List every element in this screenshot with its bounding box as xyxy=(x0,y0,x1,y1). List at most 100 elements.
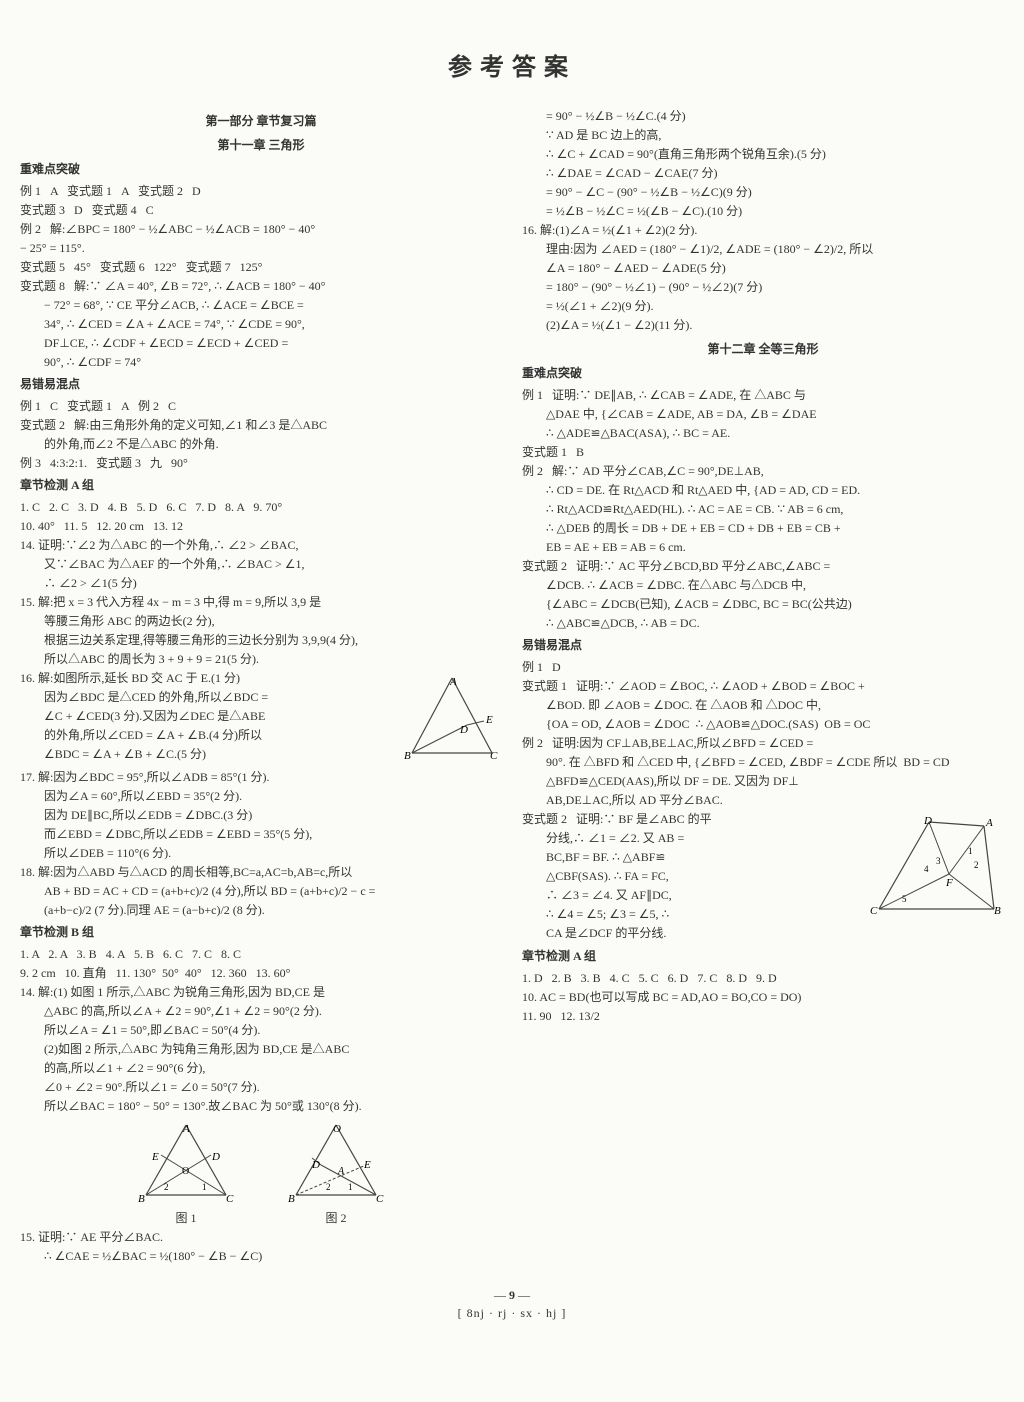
line: ∠DCB. ∴ ∠ACB = ∠DBC. 在△ABC 与△DCB 中, xyxy=(522,576,1004,594)
line: 16. 解:(1)∠A = ½(∠1 + ∠2)(2 分). xyxy=(522,221,1004,239)
line: △DAE 中, {∠CAB = ∠ADE, AB = DA, ∠B = ∠DAE xyxy=(522,405,1004,423)
line: 变式题 3 D 变式题 4 C xyxy=(20,201,502,219)
line: ∴ ∠C + ∠CAD = 90°(直角三角形两个锐角互余).(5 分) xyxy=(522,145,1004,163)
chapter-11-header: 第十一章 三角形 xyxy=(20,136,502,154)
line: 变式题 2 解:由三角形外角的定义可知,∠1 和∠3 是△ABC xyxy=(20,416,502,434)
svg-text:D: D xyxy=(211,1151,220,1163)
line: 的外角,而∠2 不是△ABC 的外角. xyxy=(20,435,502,453)
line: 例 2 解:∵ AD 平分∠CAB,∠C = 90°,DE⊥AB, xyxy=(522,462,1004,480)
line: 变式题 5 45° 变式题 6 122° 变式题 7 125° xyxy=(20,258,502,276)
svg-text:A: A xyxy=(985,817,993,829)
line: ∠BOD. 即 ∠AOB = ∠DOC. 在 △AOB 和 △DOC 中, xyxy=(522,696,1004,714)
line: = 90° − ½∠B − ½∠C.(4 分) xyxy=(522,107,1004,125)
svg-text:D: D xyxy=(459,724,468,736)
right-column: = 90° − ½∠B − ½∠C.(4 分) ∵ AD 是 BC 边上的高, … xyxy=(522,106,1004,1266)
page-title: 参考答案 xyxy=(20,50,1004,86)
line: 34°, ∴ ∠CED = ∠A + ∠ACE = 74°, ∵ ∠CDE = … xyxy=(20,315,502,333)
line: 10. 40° 11. 5 12. 20 cm 13. 12 xyxy=(20,517,502,535)
svg-text:E: E xyxy=(363,1159,371,1171)
line: 例 1 C 变式题 1 A 例 2 C xyxy=(20,397,502,415)
svg-text:2: 2 xyxy=(326,1182,331,1192)
section-test-a: 章节检测 A 组 xyxy=(20,476,502,494)
line: 的高,所以∠1 + ∠2 = 90°(6 分), xyxy=(20,1059,502,1077)
line: 10. AC = BD(也可以写成 BC = AD,AO = BO,CO = D… xyxy=(522,988,1004,1006)
fig1-label: 图 1 xyxy=(126,1209,246,1227)
line: {∠ABC = ∠DCB(已知), ∠ACB = ∠DBC, BC = BC(公… xyxy=(522,595,1004,613)
svg-text:C: C xyxy=(376,1193,384,1205)
line: 90°. 在 △BFD 和 △CED 中, {∠BFD = ∠CED, ∠BDF… xyxy=(522,753,1004,771)
line: (a+b−c)/2 (7 分).同理 AE = (a−b+c)/2 (8 分). xyxy=(20,901,502,919)
line: 根据三边关系定理,得等腰三角形的三边长分别为 3,9,9(4 分), xyxy=(20,631,502,649)
line: 15. 证明:∵ AE 平分∠BAC. xyxy=(20,1228,502,1246)
line: ∠A = 180° − ∠AED − ∠ADE(5 分) xyxy=(522,259,1004,277)
line: ∴ △DEB 的周长 = DB + DE + EB = CD + DB + EB… xyxy=(522,519,1004,537)
line: CA 是∠DCF 的平分线. xyxy=(522,924,1004,942)
line: DF⊥CE, ∴ ∠CDF + ∠ECD = ∠ECD + ∠CED = xyxy=(20,334,502,352)
line: 所以∠DEB = 110°(6 分). xyxy=(20,844,502,862)
figure-2: O B C D E A 2 1 图 2 xyxy=(276,1116,396,1227)
svg-text:E: E xyxy=(485,714,493,726)
line: (2)如图 2 所示,△ABC 为钝角三角形,因为 BD,CE 是△ABC xyxy=(20,1040,502,1058)
varq2-block: D A C B F 1 2 3 4 5 变式题 2 证明:∵ BF 是∠ABC … xyxy=(522,810,1004,943)
line: 1. A 2. A 3. B 4. A 5. B 6. C 7. C 8. C xyxy=(20,945,502,963)
line: 例 1 A 变式题 1 A 变式题 2 D xyxy=(20,182,502,200)
left-column: 第一部分 章节复习篇 第十一章 三角形 重难点突破 例 1 A 变式题 1 A … xyxy=(20,106,502,1266)
line: = 180° − (90° − ½∠1) − (90° − ½∠2)(7 分) xyxy=(522,278,1004,296)
line: 18. 解:因为△ABD 与△ACD 的周长相等,BC=a,AC=b,AB=c,… xyxy=(20,863,502,881)
line: △ABC 的高,所以∠A + ∠2 = 90°,∠1 + ∠2 = 90°(2 … xyxy=(20,1002,502,1020)
svg-text:2: 2 xyxy=(164,1182,169,1192)
q16-block: A B C D E 16. 解:如图所示,延长 BD 交 AC 于 E.(1 分… xyxy=(20,669,502,767)
section-test-b: 章节检测 B 组 xyxy=(20,923,502,941)
line: 变式题 1 B xyxy=(522,443,1004,461)
line: 而∠EBD = ∠DBC,所以∠EDB = ∠EBD = 35°(5 分), xyxy=(20,825,502,843)
line: ∴ Rt△ACD≌Rt△AED(HL). ∴ AC = AE = CB. ∵ A… xyxy=(522,500,1004,518)
line: 1. C 2. C 3. D 4. B 5. D 6. C 7. D 8. A … xyxy=(20,498,502,516)
svg-text:O: O xyxy=(182,1166,189,1177)
line: = 90° − ∠C − (90° − ½∠B − ½∠C)(9 分) xyxy=(522,183,1004,201)
line: 90°, ∴ ∠CDF = 74° xyxy=(20,353,502,371)
section-breakthrough: 重难点突破 xyxy=(20,160,502,178)
svg-text:1: 1 xyxy=(968,846,973,856)
figure-1: A B C E D O 2 1 图 1 xyxy=(126,1116,246,1227)
line: ∴ △ADE≌△BAC(ASA), ∴ BC = AE. xyxy=(522,424,1004,442)
line: 等腰三角形 ABC 的两边长(2 分), xyxy=(20,612,502,630)
svg-text:F: F xyxy=(945,877,953,889)
line: ∵ AD 是 BC 边上的高, xyxy=(522,126,1004,144)
svg-text:3: 3 xyxy=(936,856,941,866)
line: 15. 解:把 x = 3 代入方程 4x − m = 3 中,得 m = 9,… xyxy=(20,593,502,611)
line: = ½∠B − ½∠C = ½(∠B − ∠C).(10 分) xyxy=(522,202,1004,220)
line: ∴ ∠CAE = ½∠BAC = ½(180° − ∠B − ∠C) xyxy=(20,1247,502,1265)
line: EB = AE + EB = AB = 6 cm. xyxy=(522,538,1004,556)
line: − 25° = 115°. xyxy=(20,239,502,257)
line: ∴ CD = DE. 在 Rt△ACD 和 Rt△AED 中, {AD = AD… xyxy=(522,481,1004,499)
line: 又∵∠BAC 为△AEF 的一个外角,∴ ∠BAC > ∠1, xyxy=(20,555,502,573)
two-figures: A B C E D O 2 1 图 1 xyxy=(20,1116,502,1227)
section-easy-mix: 易错易混点 xyxy=(20,375,502,393)
svg-text:2: 2 xyxy=(974,860,979,870)
svg-text:E: E xyxy=(151,1151,159,1163)
section-easy-mix-2: 易错易混点 xyxy=(522,636,1004,654)
line: 例 2 证明:因为 CF⊥AB,BE⊥AC,所以∠BFD = ∠CED = xyxy=(522,734,1004,752)
svg-text:B: B xyxy=(138,1193,145,1205)
line: AB + BD = AC + CD = (a+b+c)/2 (4 分),所以 B… xyxy=(20,882,502,900)
svg-text:C: C xyxy=(490,750,498,762)
svg-text:D: D xyxy=(923,815,932,827)
line: 11. 90 12. 13/2 xyxy=(522,1007,1004,1025)
line: 例 2 解:∠BPC = 180° − ½∠ABC − ½∠ACB = 180°… xyxy=(20,220,502,238)
line: ∴ ∠DAE = ∠CAD − ∠CAE(7 分) xyxy=(522,164,1004,182)
line: 例 1 D xyxy=(522,658,1004,676)
line: 14. 解:(1) 如图 1 所示,△ABC 为锐角三角形,因为 BD,CE 是 xyxy=(20,983,502,1001)
chapter-12-header: 第十二章 全等三角形 xyxy=(522,340,1004,358)
svg-text:A: A xyxy=(182,1123,190,1135)
part-header: 第一部分 章节复习篇 xyxy=(20,112,502,130)
svg-text:1: 1 xyxy=(202,1182,207,1192)
svg-text:A: A xyxy=(337,1166,345,1177)
quad-diagram: D A C B F 1 2 3 4 5 xyxy=(864,814,1004,924)
svg-text:D: D xyxy=(311,1159,320,1171)
line: ∠0 + ∠2 = 90°.所以∠1 = ∠0 = 50°(7 分). xyxy=(20,1078,502,1096)
line: 所以△ABC 的周长为 3 + 9 + 9 = 21(5 分). xyxy=(20,650,502,668)
svg-text:B: B xyxy=(404,750,411,762)
page: 参考答案 第一部分 章节复习篇 第十一章 三角形 重难点突破 例 1 A 变式题… xyxy=(20,50,1004,1322)
line: (2)∠A = ½(∠1 − ∠2)(11 分). xyxy=(522,316,1004,334)
svg-text:B: B xyxy=(994,905,1001,917)
